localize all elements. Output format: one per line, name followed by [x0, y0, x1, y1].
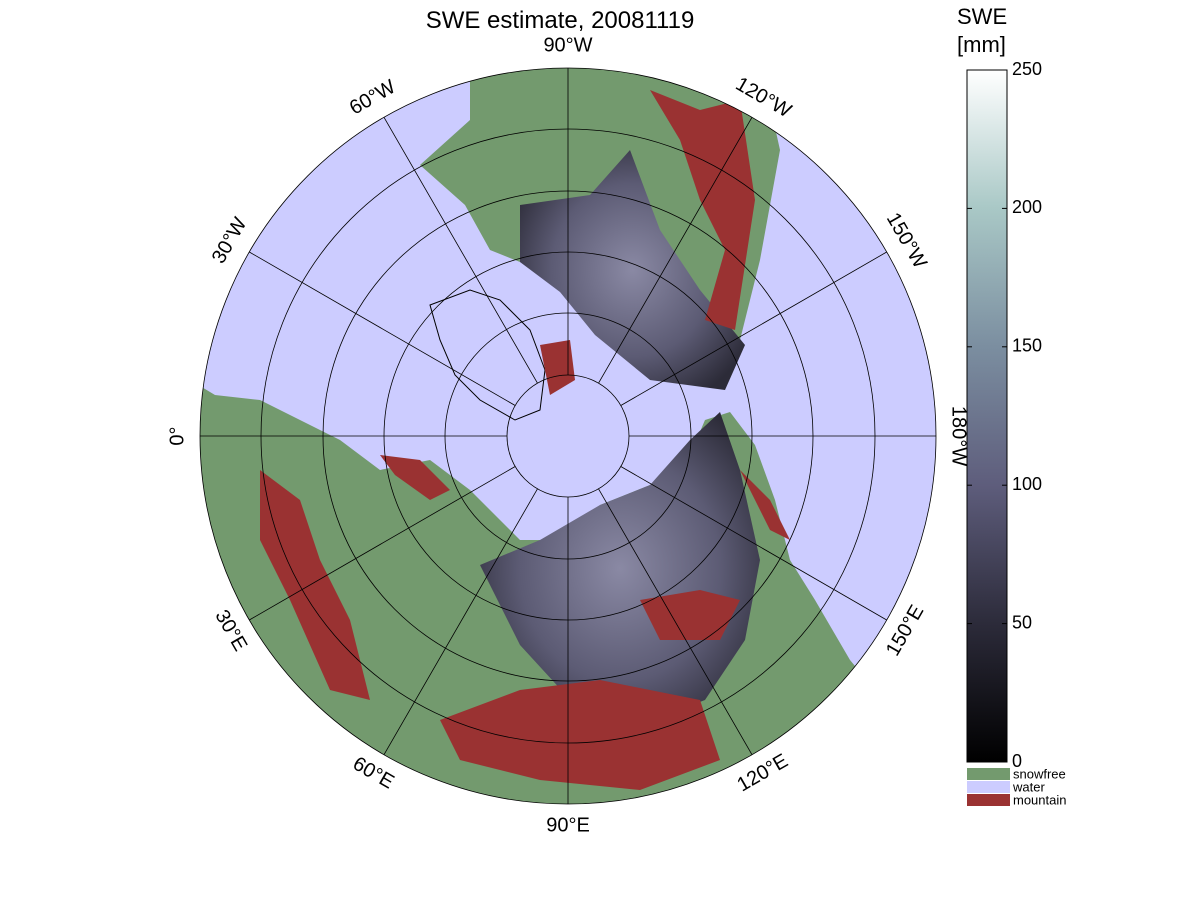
meridian-line — [620, 466, 887, 621]
meridian-label: 60°E — [349, 753, 398, 794]
colorbar-label: [mm] — [957, 32, 1006, 57]
colorbar-tick-label: 100 — [1012, 474, 1042, 494]
meridian-label: 180°W — [948, 406, 970, 466]
meridian-label: 30°E — [210, 606, 251, 655]
colorbar-tick-label: 150 — [1012, 336, 1042, 356]
map-title: SWE estimate, 20081119 — [426, 7, 695, 34]
legend-label: mountain — [1013, 792, 1066, 807]
colorbar-tick-label: 0 — [1012, 751, 1022, 771]
legend-swatch — [967, 794, 1010, 806]
legend-label: snowfree — [1013, 766, 1066, 781]
meridian-line — [383, 488, 538, 755]
colorbar — [966, 69, 1008, 763]
meridian-label: 0° — [166, 426, 188, 445]
colorbar-tick-label: 250 — [1012, 59, 1042, 79]
graticule — [199, 67, 937, 805]
meridian-line — [249, 251, 516, 406]
meridian-line — [383, 117, 538, 384]
colorbar-label: SWE — [957, 4, 1007, 29]
colorbar-tick-label: 200 — [1012, 197, 1042, 217]
meridian-line — [598, 117, 753, 384]
legend-swatch — [967, 768, 1010, 780]
meridian-label: 90°E — [546, 814, 590, 836]
legend-swatch — [967, 781, 1010, 793]
colorbar-tick-label: 50 — [1012, 612, 1032, 632]
legend-label: water — [1012, 779, 1045, 794]
meridian-line — [620, 251, 887, 406]
mountains — [260, 90, 790, 790]
meridian-line — [249, 466, 516, 621]
map-disc — [200, 68, 936, 804]
na-snow — [520, 150, 745, 390]
meridian-label: 90°W — [543, 34, 592, 56]
greenland — [429, 289, 546, 421]
meridian-line — [598, 488, 753, 755]
